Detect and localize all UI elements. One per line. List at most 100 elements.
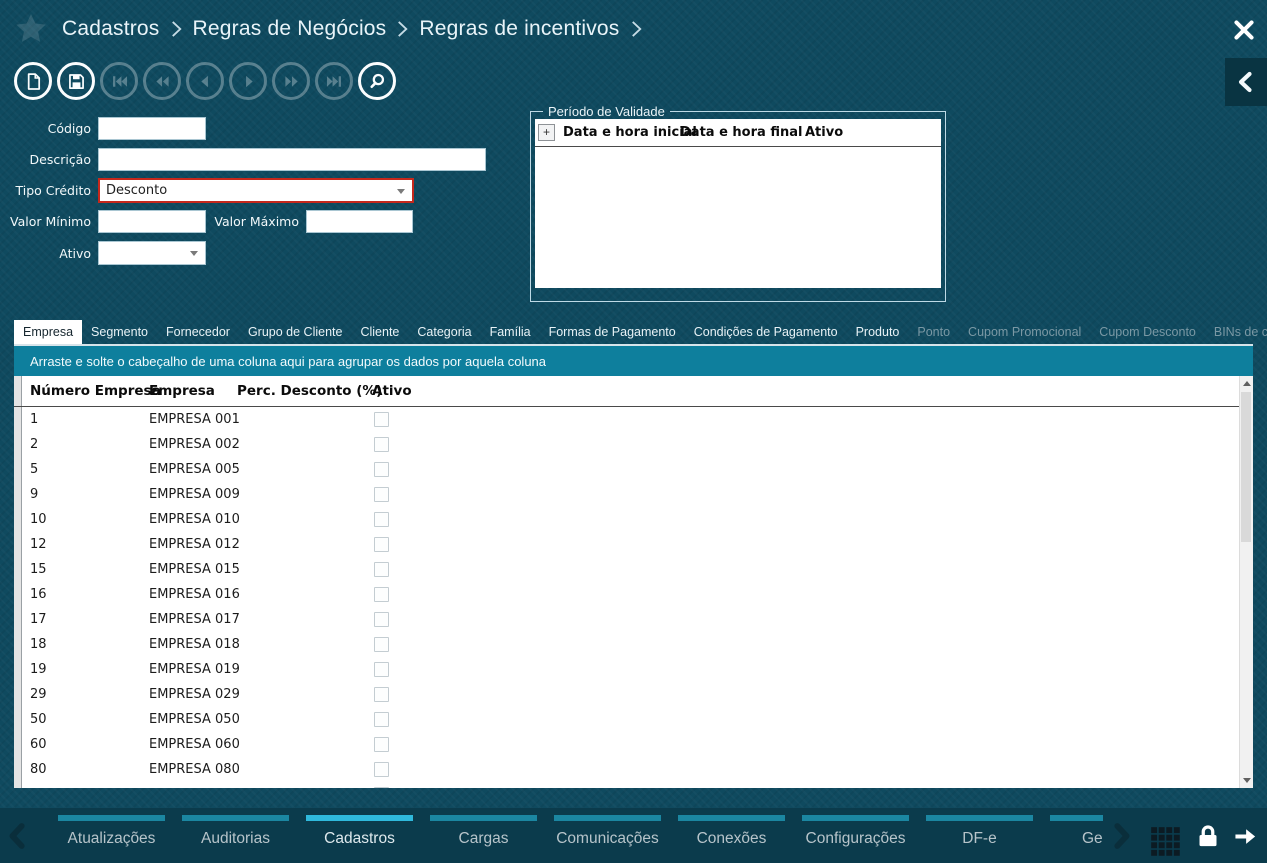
table-row[interactable]: 9 EMPRESA 009 — [14, 482, 1253, 507]
nav-scroll-left-button[interactable] — [3, 819, 33, 853]
table-row[interactable]: 17 EMPRESA 017 — [14, 607, 1253, 632]
breadcrumb-item[interactable]: Regras de incentivos — [419, 17, 620, 40]
ativo-checkbox[interactable] — [374, 437, 389, 452]
previous-record-button[interactable] — [186, 62, 224, 100]
column-header[interactable]: Número Empresa — [30, 383, 161, 399]
fast-forward-button[interactable] — [272, 62, 310, 100]
ativo-checkbox[interactable] — [374, 712, 389, 727]
tab-produto[interactable]: Produto — [855, 325, 900, 339]
table-row[interactable]: 60 EMPRESA 060 — [14, 732, 1253, 757]
ativo-checkbox[interactable] — [374, 612, 389, 627]
group-by-hint: Arraste e solte o cabeçalho de uma colun… — [30, 353, 547, 369]
table-row[interactable]: 16 EMPRESA 016 — [14, 582, 1253, 607]
table-row[interactable]: 10 EMPRESA 010 — [14, 507, 1253, 532]
nav-dfe[interactable]: DF-e — [926, 808, 1033, 863]
tab-fornecedor[interactable]: Fornecedor — [166, 325, 230, 339]
close-button[interactable] — [1229, 15, 1259, 45]
ativo-checkbox[interactable] — [374, 412, 389, 427]
tab-cupom-promocional[interactable]: Cupom Promocional — [968, 325, 1082, 339]
nav-cargas[interactable]: Cargas — [430, 808, 537, 863]
ativo-checkbox[interactable] — [374, 462, 389, 477]
nav-auditorias[interactable]: Auditorias — [182, 808, 289, 863]
tipo-credito-select[interactable]: Desconto — [98, 178, 414, 203]
valor-maximo-input[interactable] — [306, 210, 413, 233]
ativo-checkbox[interactable] — [374, 762, 389, 777]
scrollbar-thumb[interactable] — [1241, 392, 1251, 542]
breadcrumb-item[interactable]: Cadastros — [62, 17, 160, 40]
table-row[interactable]: 5 EMPRESA 005 — [14, 457, 1253, 482]
tab-ponto[interactable]: Ponto — [917, 325, 951, 339]
table-row[interactable]: 29 EMPRESA 029 — [14, 682, 1253, 707]
add-period-button[interactable]: + — [538, 124, 555, 141]
tab-segmento[interactable]: Segmento — [91, 325, 149, 339]
chevron-right-icon — [1106, 820, 1136, 852]
table-row[interactable] — [14, 782, 1253, 788]
tab-familia[interactable]: Família — [489, 325, 531, 339]
column-header[interactable]: Perc. Desconto (%) — [237, 383, 383, 399]
last-record-button[interactable] — [315, 62, 353, 100]
column-header[interactable]: Empresa — [149, 383, 215, 399]
favorite-star-icon[interactable] — [13, 11, 49, 47]
tipo-credito-value: Desconto — [106, 183, 168, 198]
table-row[interactable]: 80 EMPRESA 080 — [14, 757, 1253, 782]
first-record-button[interactable] — [100, 62, 138, 100]
nav-conexoes[interactable]: Conexões — [678, 808, 785, 863]
ativo-checkbox[interactable] — [374, 787, 389, 788]
ativo-checkbox[interactable] — [374, 512, 389, 527]
periodo-column-header[interactable]: Ativo — [805, 125, 844, 140]
nav-scroll-right-button[interactable] — [1106, 820, 1136, 852]
table-row[interactable]: 1 EMPRESA 001 — [14, 407, 1253, 432]
next-record-button[interactable] — [229, 62, 267, 100]
tab-categoria[interactable]: Categoria — [417, 325, 472, 339]
group-by-drop-zone[interactable]: Arraste e solte o cabeçalho de uma colun… — [14, 344, 1253, 376]
fast-rewind-button[interactable] — [143, 62, 181, 100]
table-row[interactable]: 2 EMPRESA 002 — [14, 432, 1253, 457]
module-indicator-bar — [926, 815, 1033, 821]
tab-empresa[interactable]: Empresa — [14, 320, 83, 344]
nav-cadastros[interactable]: Cadastros — [306, 808, 413, 863]
new-record-button[interactable] — [14, 62, 52, 100]
descricao-input[interactable] — [98, 148, 486, 171]
nav-geren[interactable]: Geren — [1050, 808, 1103, 863]
module-indicator-bar — [1050, 815, 1103, 821]
ativo-select[interactable] — [98, 241, 206, 265]
column-header[interactable]: Ativo — [372, 383, 412, 399]
ativo-checkbox[interactable] — [374, 562, 389, 577]
ativo-checkbox[interactable] — [374, 487, 389, 502]
ativo-checkbox[interactable] — [374, 687, 389, 702]
tab-grupo-de-cliente[interactable]: Grupo de Cliente — [247, 325, 343, 339]
vertical-scrollbar[interactable] — [1239, 376, 1253, 788]
scroll-down-icon[interactable] — [1243, 778, 1251, 783]
tab-bins-de-cartoes[interactable]: BINs de cartões — [1213, 325, 1267, 339]
menu-grid-button[interactable] — [1148, 824, 1181, 857]
codigo-input[interactable] — [98, 117, 206, 140]
exit-button[interactable] — [1228, 823, 1262, 850]
lock-icon — [1193, 821, 1223, 852]
table-row[interactable]: 18 EMPRESA 018 — [14, 632, 1253, 657]
nav-comunicacoes[interactable]: Comunicações — [554, 808, 661, 863]
valor-minimo-input[interactable] — [98, 210, 206, 233]
tab-condicoes-de-pagamento[interactable]: Condições de Pagamento — [693, 325, 838, 339]
ativo-checkbox[interactable] — [374, 662, 389, 677]
save-button[interactable] — [57, 62, 95, 100]
periodo-column-header[interactable]: Data e hora inicial — [563, 125, 697, 140]
scroll-up-icon[interactable] — [1243, 381, 1251, 386]
breadcrumb-item[interactable]: Regras de Negócios — [192, 17, 387, 40]
ativo-checkbox[interactable] — [374, 587, 389, 602]
ativo-checkbox[interactable] — [374, 737, 389, 752]
table-row[interactable]: 50 EMPRESA 050 — [14, 707, 1253, 732]
tab-cliente[interactable]: Cliente — [360, 325, 400, 339]
table-row[interactable]: 15 EMPRESA 015 — [14, 557, 1253, 582]
periodo-column-header[interactable]: Data e hora final — [680, 125, 803, 140]
table-row[interactable]: 12 EMPRESA 012 — [14, 532, 1253, 557]
lock-button[interactable] — [1193, 821, 1223, 852]
tab-formas-de-pagamento[interactable]: Formas de Pagamento — [548, 325, 676, 339]
collapse-panel-button[interactable] — [1225, 58, 1267, 106]
nav-configuracoes[interactable]: Configurações — [802, 808, 909, 863]
table-row[interactable]: 19 EMPRESA 019 — [14, 657, 1253, 682]
tab-cupom-desconto[interactable]: Cupom Desconto — [1099, 325, 1196, 339]
ativo-checkbox[interactable] — [374, 637, 389, 652]
ativo-checkbox[interactable] — [374, 537, 389, 552]
search-button[interactable] — [358, 62, 396, 100]
nav-atualizacoes[interactable]: Atualizações — [58, 808, 165, 863]
